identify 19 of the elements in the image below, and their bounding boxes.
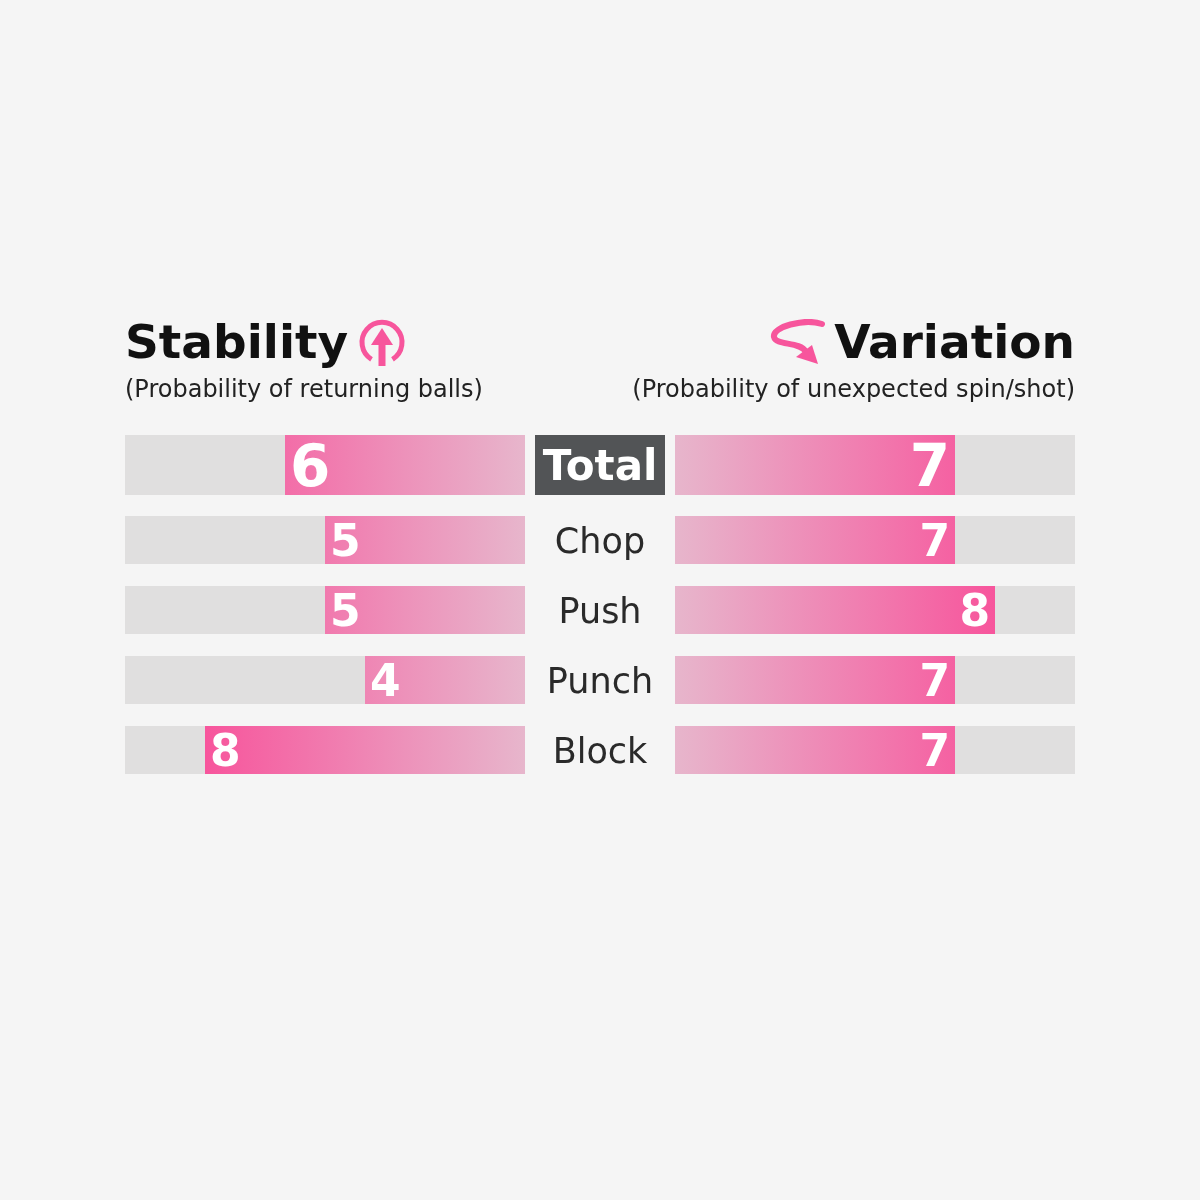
y-tick-label: Push — [558, 590, 642, 631]
y-tick-label: Total — [542, 441, 658, 491]
chart-title: Stability — [125, 314, 349, 370]
data-label: 4 — [370, 654, 401, 706]
data-label: 5 — [330, 514, 361, 566]
data-label: 7 — [919, 514, 950, 566]
y-tick-label: Punch — [546, 660, 654, 701]
data-label: 8 — [959, 584, 990, 636]
data-label: 5 — [330, 584, 361, 636]
chart-title: Variation — [834, 314, 1075, 370]
data-label: 6 — [290, 431, 331, 500]
y-tick-label: Chop — [554, 520, 646, 561]
data-label: 7 — [909, 431, 950, 500]
chart-subtitle: (Probability of unexpected spin/shot) — [632, 374, 1075, 404]
data-label: 8 — [210, 724, 241, 776]
y-tick-label: Block — [552, 730, 649, 771]
data-label: 7 — [919, 654, 950, 706]
data-label: 7 — [919, 724, 950, 776]
chart-subtitle: (Probability of returning balls) — [125, 374, 483, 404]
